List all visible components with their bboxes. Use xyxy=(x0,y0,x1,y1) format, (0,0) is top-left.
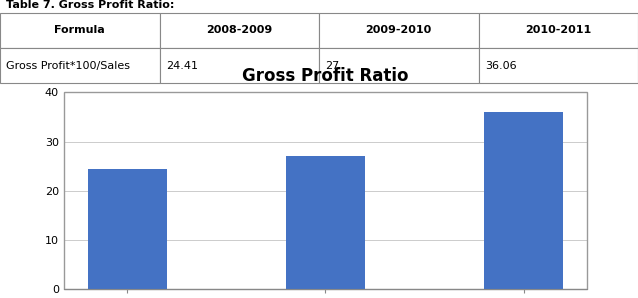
Title: Gross Profit Ratio: Gross Profit Ratio xyxy=(242,67,408,85)
Bar xyxy=(87,169,167,289)
Text: Table 7. Gross Profit Ratio:: Table 7. Gross Profit Ratio: xyxy=(6,0,175,10)
Bar xyxy=(484,112,563,289)
Bar xyxy=(286,156,365,289)
